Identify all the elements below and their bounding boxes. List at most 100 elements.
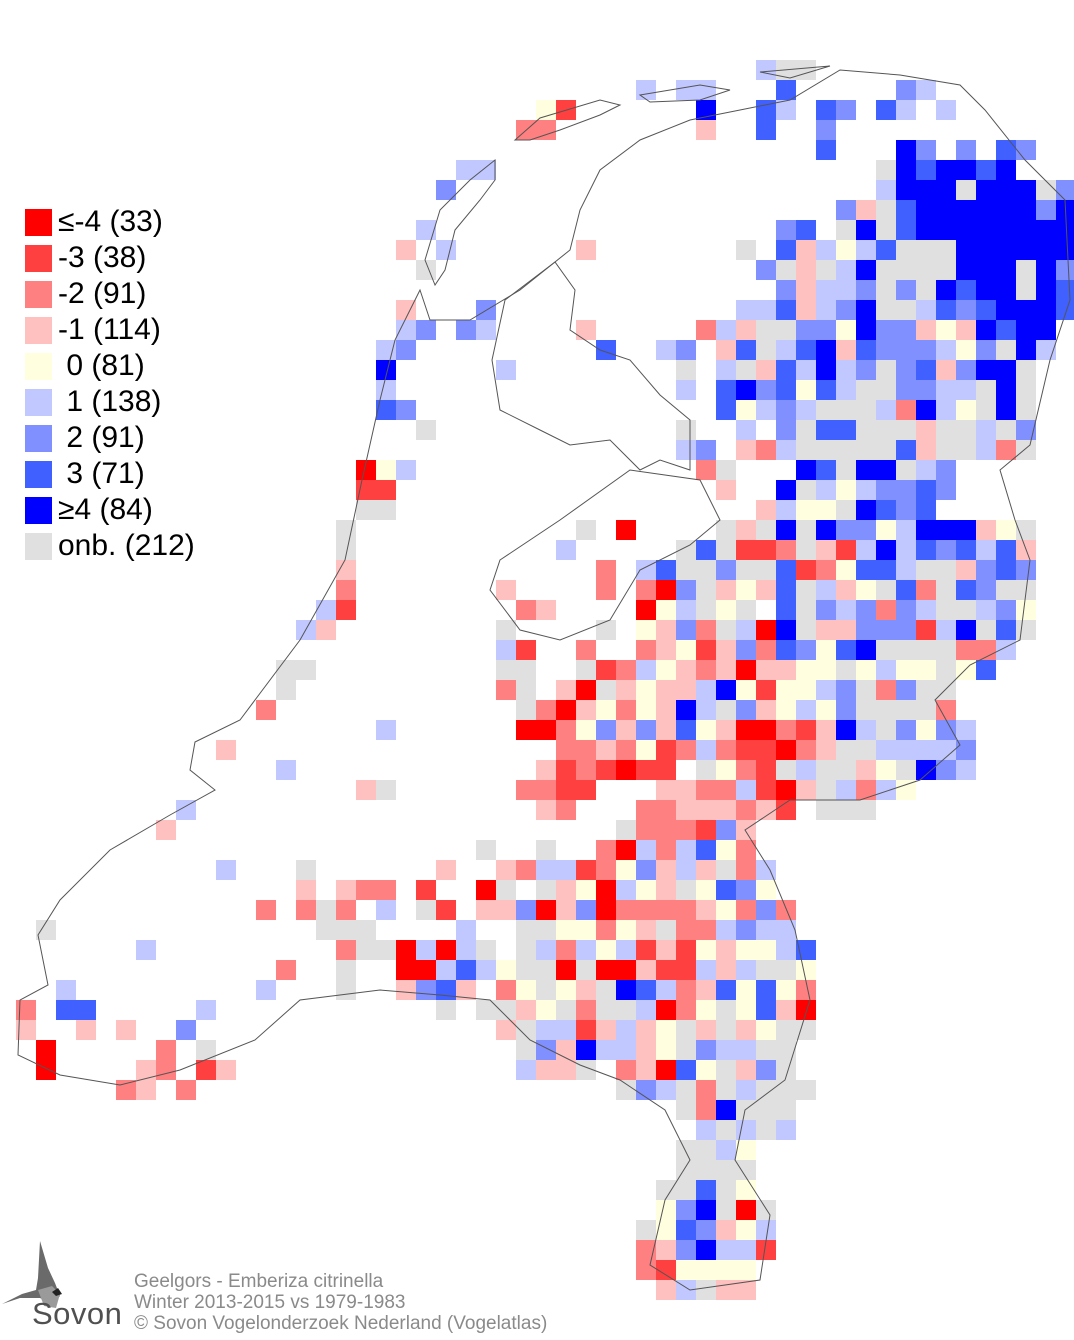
grid-cell — [836, 360, 856, 380]
grid-cell — [956, 220, 976, 240]
grid-cell — [716, 840, 736, 860]
grid-cell — [756, 340, 776, 360]
grid-cell — [936, 380, 956, 400]
grid-cell — [776, 100, 796, 120]
grid-cell — [696, 700, 716, 720]
grid-cell — [916, 460, 936, 480]
grid-cell — [776, 1040, 796, 1060]
grid-cell — [1036, 200, 1056, 220]
grid-cell — [716, 400, 736, 420]
grid-cell — [916, 760, 936, 780]
grid-cell — [556, 680, 576, 700]
grid-cell — [676, 560, 696, 580]
grid-cell — [836, 580, 856, 600]
grid-cell — [956, 340, 976, 360]
grid-cell — [676, 580, 696, 600]
grid-cell — [596, 680, 616, 700]
grid-cell — [1016, 260, 1036, 280]
grid-cell — [916, 640, 936, 660]
grid-cell — [756, 1060, 776, 1080]
grid-cell — [976, 520, 996, 540]
grid-cell — [376, 460, 396, 480]
grid-cell — [756, 1000, 776, 1020]
grid-cell — [836, 400, 856, 420]
grid-cell — [876, 480, 896, 500]
grid-cell — [716, 920, 736, 940]
grid-cell — [1056, 260, 1074, 280]
grid-cell — [336, 900, 356, 920]
grid-cell — [736, 900, 756, 920]
grid-cell — [836, 480, 856, 500]
grid-cell — [956, 240, 976, 260]
grid-cell — [956, 420, 976, 440]
grid-cell — [536, 900, 556, 920]
grid-cell — [856, 560, 876, 580]
grid-cell — [616, 1000, 636, 1020]
legend-item: 2 (91) — [25, 420, 195, 456]
grid-cell — [216, 1060, 236, 1080]
grid-cell — [836, 560, 856, 580]
grid-cell — [916, 160, 936, 180]
grid-cell — [736, 580, 756, 600]
grid-cell — [576, 320, 596, 340]
grid-cell — [776, 720, 796, 740]
grid-cell — [516, 900, 536, 920]
grid-cell — [956, 600, 976, 620]
grid-cell — [776, 700, 796, 720]
grid-cell — [276, 760, 296, 780]
grid-cell — [456, 920, 476, 940]
grid-cell — [916, 700, 936, 720]
grid-cell — [716, 1020, 736, 1040]
grid-cell — [576, 880, 596, 900]
grid-cell — [956, 160, 976, 180]
grid-cell — [936, 760, 956, 780]
grid-cell — [816, 780, 836, 800]
grid-cell — [536, 800, 556, 820]
grid-cell — [796, 720, 816, 740]
grid-cell — [996, 340, 1016, 360]
grid-cell — [336, 520, 356, 540]
grid-cell — [696, 1260, 716, 1280]
grid-cell — [796, 740, 816, 760]
grid-cell — [936, 400, 956, 420]
grid-cell — [556, 860, 576, 880]
grid-cell — [1036, 320, 1056, 340]
grid-cell — [876, 600, 896, 620]
grid-cell — [696, 660, 716, 680]
grid-cell — [916, 620, 936, 640]
grid-cell — [876, 220, 896, 240]
grid-cell — [956, 280, 976, 300]
grid-cell — [556, 900, 576, 920]
grid-cell — [336, 960, 356, 980]
grid-cell — [936, 320, 956, 340]
grid-cell — [996, 200, 1016, 220]
grid-cell — [956, 640, 976, 660]
grid-cell — [776, 220, 796, 240]
grid-cell — [736, 1080, 756, 1100]
grid-cell — [676, 680, 696, 700]
grid-cell — [856, 660, 876, 680]
legend-swatch — [25, 496, 52, 524]
grid-cell — [416, 320, 436, 340]
grid-cell — [936, 520, 956, 540]
grid-cell — [996, 380, 1016, 400]
grid-cell — [816, 520, 836, 540]
grid-cell — [696, 820, 716, 840]
grid-cell — [796, 280, 816, 300]
grid-cell — [776, 420, 796, 440]
grid-cell — [776, 1060, 796, 1080]
grid-cell — [896, 680, 916, 700]
grid-cell — [636, 760, 656, 780]
grid-cell — [716, 1000, 736, 1020]
grid-cell — [576, 520, 596, 540]
grid-cell — [596, 660, 616, 680]
grid-cell — [756, 540, 776, 560]
grid-cell — [316, 600, 336, 620]
grid-cell — [376, 480, 396, 500]
grid-cell — [936, 740, 956, 760]
grid-cell — [836, 440, 856, 460]
grid-cell — [736, 1220, 756, 1240]
grid-cell — [336, 560, 356, 580]
grid-cell — [876, 540, 896, 560]
grid-cell — [976, 240, 996, 260]
